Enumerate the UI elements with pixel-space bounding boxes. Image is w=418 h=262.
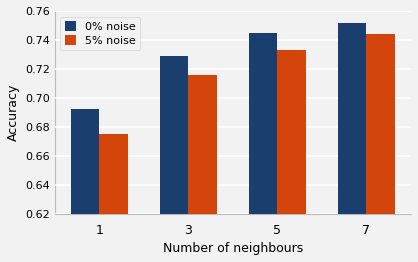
X-axis label: Number of neighbours: Number of neighbours <box>163 242 303 255</box>
Legend: 0% noise, 5% noise: 0% noise, 5% noise <box>60 17 140 50</box>
Bar <box>338 23 366 262</box>
Bar <box>188 75 217 262</box>
Bar <box>366 34 395 262</box>
Y-axis label: Accuracy: Accuracy <box>7 84 20 141</box>
Bar <box>99 134 128 262</box>
Bar <box>277 50 306 262</box>
Bar <box>71 110 99 262</box>
Bar <box>160 56 188 262</box>
Bar <box>249 33 277 262</box>
